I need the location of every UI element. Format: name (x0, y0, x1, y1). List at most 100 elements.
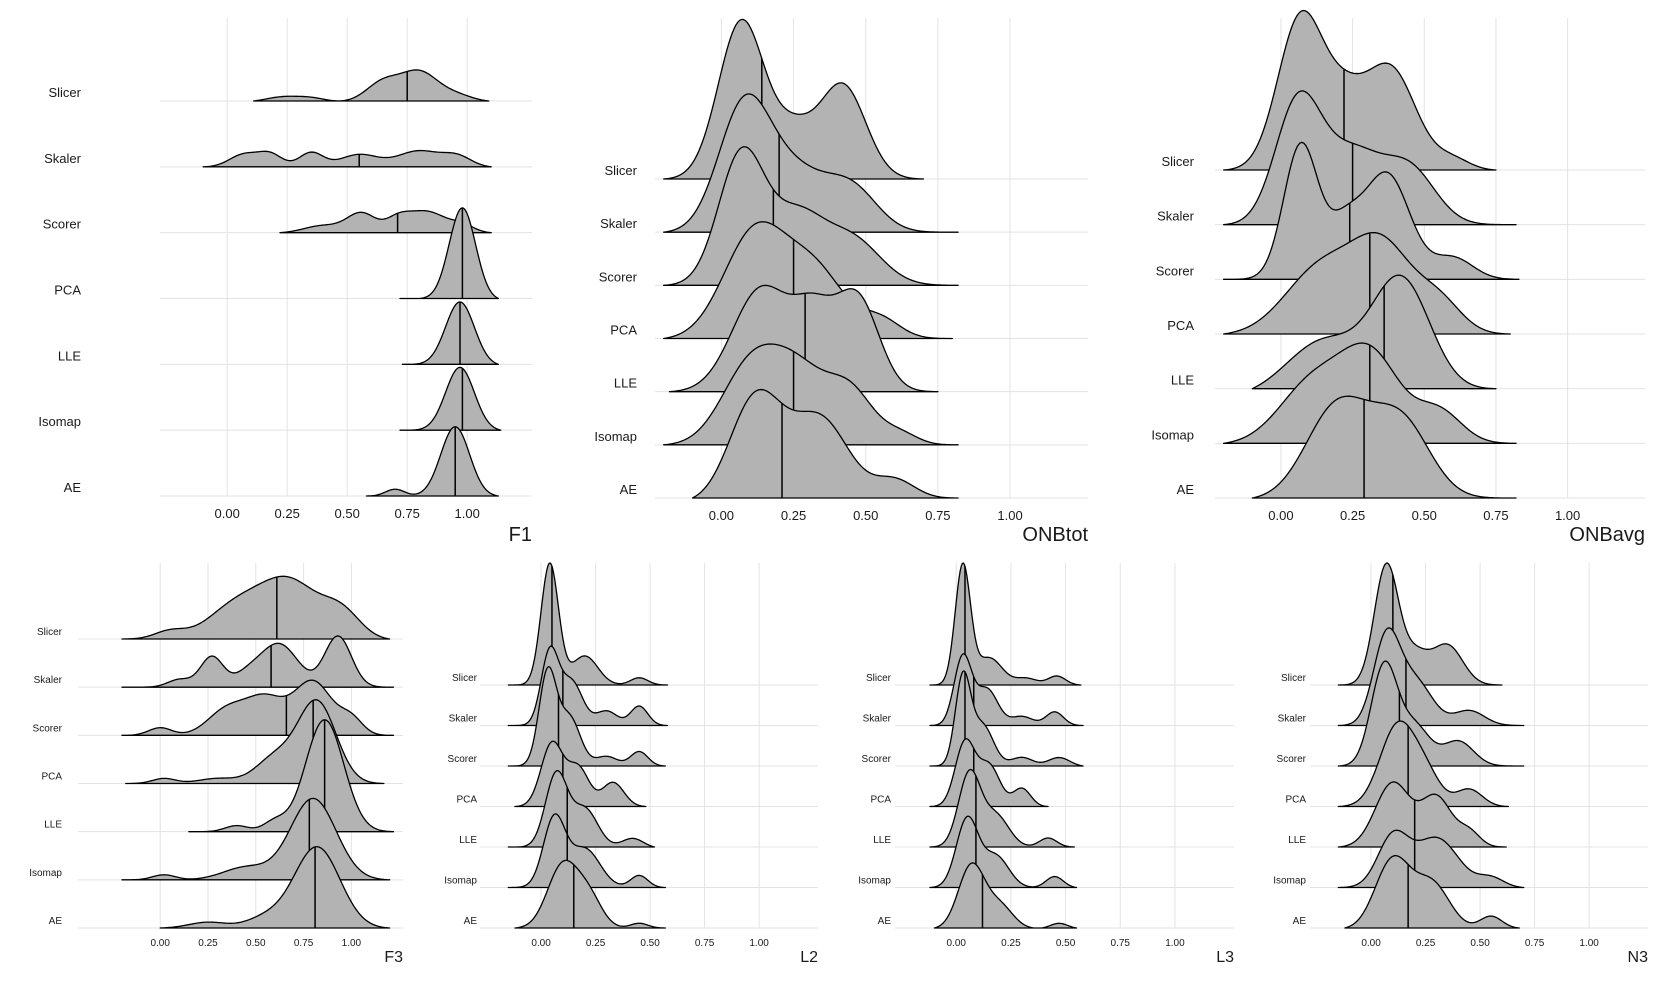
category-label-isomap: Isomap (1151, 427, 1194, 442)
tick-label-4: 1.00 (1165, 938, 1185, 949)
ridge-slicer (252, 69, 490, 102)
ridge-slicer (507, 562, 669, 686)
category-label-ae: AE (1293, 916, 1307, 927)
tick-label-3: 0.75 (1525, 938, 1545, 949)
category-label-skaler: Skaler (34, 675, 63, 686)
tick-label-1: 0.25 (1416, 938, 1436, 949)
category-label-slicer: Slicer (1161, 154, 1194, 169)
ridge-ae (691, 388, 959, 499)
tick-label-1: 0.25 (781, 508, 806, 523)
category-label-slicer: Slicer (48, 85, 81, 100)
panel-title: F3 (384, 949, 403, 966)
tick-label-4: 1.00 (342, 938, 362, 949)
ridge-ae (1251, 395, 1517, 499)
category-label-ae: AE (464, 916, 478, 927)
tick-label-2: 0.50 (1412, 508, 1437, 523)
tick-label-0: 0.00 (215, 506, 240, 521)
panel-title: L2 (800, 949, 818, 966)
category-label-scorer: Scorer (862, 754, 892, 765)
category-label-lle: LLE (1171, 373, 1194, 388)
category-label-lle: LLE (44, 820, 62, 831)
ridge-scorer (1337, 660, 1525, 767)
ridge-lle (1251, 274, 1497, 390)
ridge-scorer (121, 679, 395, 736)
tick-label-2: 0.50 (1056, 938, 1076, 949)
category-label-skaler: Skaler (1157, 209, 1195, 224)
tick-label-3: 0.75 (294, 938, 314, 949)
category-label-isomap: Isomap (29, 868, 62, 879)
category-label-isomap: Isomap (858, 876, 891, 887)
tick-label-0: 0.00 (150, 938, 170, 949)
category-label-lle: LLE (873, 835, 891, 846)
tick-label-4: 1.00 (1579, 938, 1599, 949)
ridge-skaler (121, 635, 395, 688)
tick-label-1: 0.25 (198, 938, 218, 949)
category-label-scorer: Scorer (599, 269, 638, 284)
category-label-lle: LLE (58, 348, 81, 363)
tick-label-0: 0.00 (947, 938, 967, 949)
tick-label-2: 0.50 (246, 938, 266, 949)
tick-label-2: 0.50 (640, 938, 660, 949)
panel-title: N3 (1628, 949, 1649, 966)
category-label-slicer: Slicer (604, 163, 637, 178)
ridge-scorer (507, 665, 666, 767)
category-label-pca: PCA (41, 772, 62, 783)
ridge-ae (933, 862, 1078, 929)
category-label-skaler: Skaler (449, 714, 478, 725)
ridge-lle (188, 719, 395, 833)
tick-label-1: 0.25 (1001, 938, 1021, 949)
category-label-isomap: Isomap (38, 414, 81, 429)
category-label-slicer: Slicer (1281, 673, 1307, 684)
tick-label-2: 0.50 (853, 508, 878, 523)
ridge-pca (663, 221, 953, 340)
ridge-ae (1344, 855, 1520, 929)
category-label-skaler: Skaler (600, 216, 638, 231)
category-label-lle: LLE (614, 376, 637, 391)
tick-label-3: 0.75 (1483, 508, 1508, 523)
category-label-ae: AE (620, 482, 638, 497)
ridge-pca (399, 207, 500, 300)
category-label-isomap: Isomap (594, 429, 637, 444)
ridge-slicer (1337, 562, 1503, 686)
category-label-isomap: Isomap (444, 876, 477, 887)
category-label-scorer: Scorer (43, 217, 82, 232)
ridge-lle (401, 301, 500, 365)
ridge-ae (365, 426, 500, 497)
category-label-lle: LLE (459, 835, 477, 846)
category-label-scorer: Scorer (1156, 263, 1195, 278)
tick-label-0: 0.00 (1268, 508, 1293, 523)
panel-n3: Slicer Skaler Scorer PCA LLE Isomap AE 0.00 0.25… (1273, 562, 1649, 966)
panel-f1: Slicer Skaler Scorer PCA LLE Isomap AE 0.00 0.25… (38, 18, 532, 546)
category-label-ae: AE (878, 916, 892, 927)
panel-f3: Slicer Skaler Scorer PCA LLE Isomap AE 0.00 0.25… (29, 563, 403, 966)
ridge-lle (507, 769, 656, 848)
panel-onbavg: Slicer Skaler Scorer PCA LLE Isomap AE 0.00 0.25… (1151, 9, 1645, 546)
ridge-slicer (929, 562, 1082, 686)
panel-title: ONBtot (1022, 524, 1088, 546)
tick-label-1: 0.25 (586, 938, 606, 949)
ridge-pca (929, 738, 1049, 808)
category-label-scorer: Scorer (1277, 754, 1307, 765)
panel-onbtot: Slicer Skaler Scorer PCA LLE Isomap AE 0.00 0.25… (594, 18, 1088, 546)
tick-label-1: 0.25 (1340, 508, 1365, 523)
tick-label-0: 0.00 (709, 508, 734, 523)
category-label-pca: PCA (54, 283, 81, 298)
ridge-pca (1337, 720, 1510, 808)
ridge-pca (514, 740, 647, 808)
tick-label-3: 0.75 (925, 508, 950, 523)
tick-label-2: 0.50 (335, 506, 360, 521)
category-label-skaler: Skaler (44, 151, 82, 166)
category-label-ae: AE (1177, 482, 1195, 497)
tick-label-3: 0.75 (1111, 938, 1131, 949)
category-label-ae: AE (49, 916, 63, 927)
ridge-skaler (202, 149, 492, 168)
category-label-skaler: Skaler (1278, 714, 1307, 725)
category-label-slicer: Slicer (452, 673, 478, 684)
category-label-isomap: Isomap (1273, 876, 1306, 887)
tick-label-3: 0.75 (695, 938, 715, 949)
tick-label-4: 1.00 (1555, 508, 1580, 523)
ridge-slicer (121, 575, 391, 640)
category-label-pca: PCA (456, 795, 477, 806)
ridge-isomap (399, 366, 502, 431)
